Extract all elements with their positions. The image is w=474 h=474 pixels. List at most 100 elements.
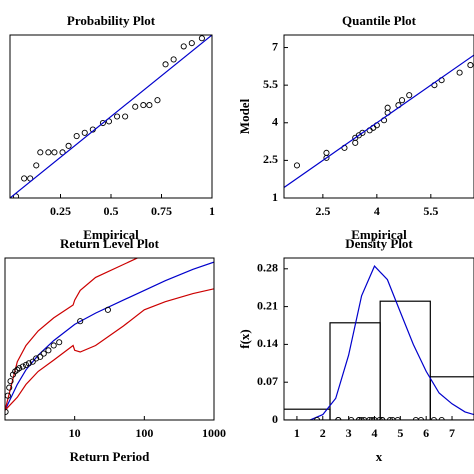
y-tick-label: 4 <box>272 115 278 129</box>
point <box>25 360 32 367</box>
point <box>180 43 187 50</box>
point <box>104 306 111 313</box>
point <box>40 350 47 357</box>
point <box>45 149 52 156</box>
x-axis-label: Return Period <box>70 449 151 464</box>
point <box>7 378 14 385</box>
point <box>21 175 28 182</box>
x-tick-label: 2 <box>320 426 326 440</box>
plot-area <box>5 258 214 415</box>
point <box>6 384 13 391</box>
x-tick-label: 1000 <box>202 426 226 440</box>
line <box>5 261 214 411</box>
y-tick-label: 0.21 <box>257 298 278 312</box>
point <box>33 162 40 169</box>
point <box>198 35 205 42</box>
y-axis-label: Model <box>237 98 252 134</box>
x-tick-label: 0.5 <box>104 204 119 218</box>
y-tick-label: 2.5 <box>263 152 278 166</box>
point <box>140 102 147 109</box>
point <box>456 69 463 76</box>
x-tick-label: 5.5 <box>423 204 438 218</box>
plot-area <box>284 265 474 420</box>
x-tick-label: 7 <box>449 426 455 440</box>
x-tick-label: 5 <box>397 426 403 440</box>
x-tick-label: 10 <box>69 426 81 440</box>
title: Density Plot <box>345 236 413 251</box>
x-tick-label: 100 <box>135 426 153 440</box>
point <box>65 142 72 149</box>
title: Probability Plot <box>67 13 156 28</box>
y-tick-label: 0 <box>272 412 278 426</box>
point <box>170 56 177 63</box>
point <box>154 97 161 104</box>
axes-box <box>4 257 215 421</box>
point <box>114 113 121 120</box>
y-tick-label: 0.28 <box>257 261 278 275</box>
point <box>352 139 359 146</box>
point <box>50 342 57 349</box>
x-axis-label: Empirical <box>83 227 139 242</box>
title: Quantile Plot <box>342 13 417 28</box>
point <box>5 408 9 415</box>
y-tick-label: 0.07 <box>257 374 278 388</box>
line <box>10 35 212 198</box>
axes-box <box>283 257 474 421</box>
y-axis-label: f(x) <box>237 329 252 349</box>
y-tick-label: 0.14 <box>257 336 278 350</box>
x-tick-label: 6 <box>423 426 429 440</box>
x-axis-label: x <box>376 449 383 464</box>
point <box>33 355 40 362</box>
line <box>309 265 474 420</box>
point <box>29 358 36 365</box>
point <box>73 133 80 140</box>
x-tick-label: 0.75 <box>151 204 172 218</box>
line <box>5 258 139 411</box>
point <box>323 149 330 156</box>
x-tick-label: 2.5 <box>315 204 330 218</box>
point <box>467 62 474 69</box>
point <box>16 365 23 372</box>
line <box>284 54 474 189</box>
bar <box>329 322 381 420</box>
point <box>359 129 366 136</box>
title: Return Level Plot <box>60 236 160 251</box>
y-tick-label: 5.5 <box>263 77 278 91</box>
point <box>132 103 139 110</box>
point <box>122 113 129 120</box>
point <box>77 318 84 325</box>
bar <box>429 376 474 420</box>
bar <box>379 300 431 420</box>
plot-area <box>10 35 212 198</box>
point <box>293 162 301 169</box>
x-tick-label: 4 <box>371 426 377 440</box>
point <box>99 119 106 127</box>
axes-box <box>283 34 474 199</box>
point <box>37 149 44 156</box>
point <box>146 102 153 109</box>
point <box>45 347 52 354</box>
point <box>14 366 21 373</box>
point <box>56 339 63 346</box>
x-tick-label: 0.25 <box>50 204 71 218</box>
point <box>162 61 169 68</box>
plot-area <box>284 54 474 189</box>
x-tick-label: 4 <box>374 204 380 218</box>
y-tick-label: 7 <box>272 39 278 53</box>
point <box>398 97 406 104</box>
line <box>5 288 214 411</box>
x-tick-label: 3 <box>346 426 352 440</box>
point <box>384 104 391 111</box>
point <box>188 40 195 47</box>
point <box>51 149 58 156</box>
point <box>19 363 26 370</box>
point <box>81 129 88 136</box>
axes-box <box>9 34 213 199</box>
x-tick-label: 1 <box>294 426 300 440</box>
point <box>406 92 413 99</box>
point <box>37 353 44 360</box>
y-tick-label: 1 <box>272 190 278 204</box>
x-tick-label: 1 <box>209 204 215 218</box>
x-axis-label: Empirical <box>351 227 407 242</box>
